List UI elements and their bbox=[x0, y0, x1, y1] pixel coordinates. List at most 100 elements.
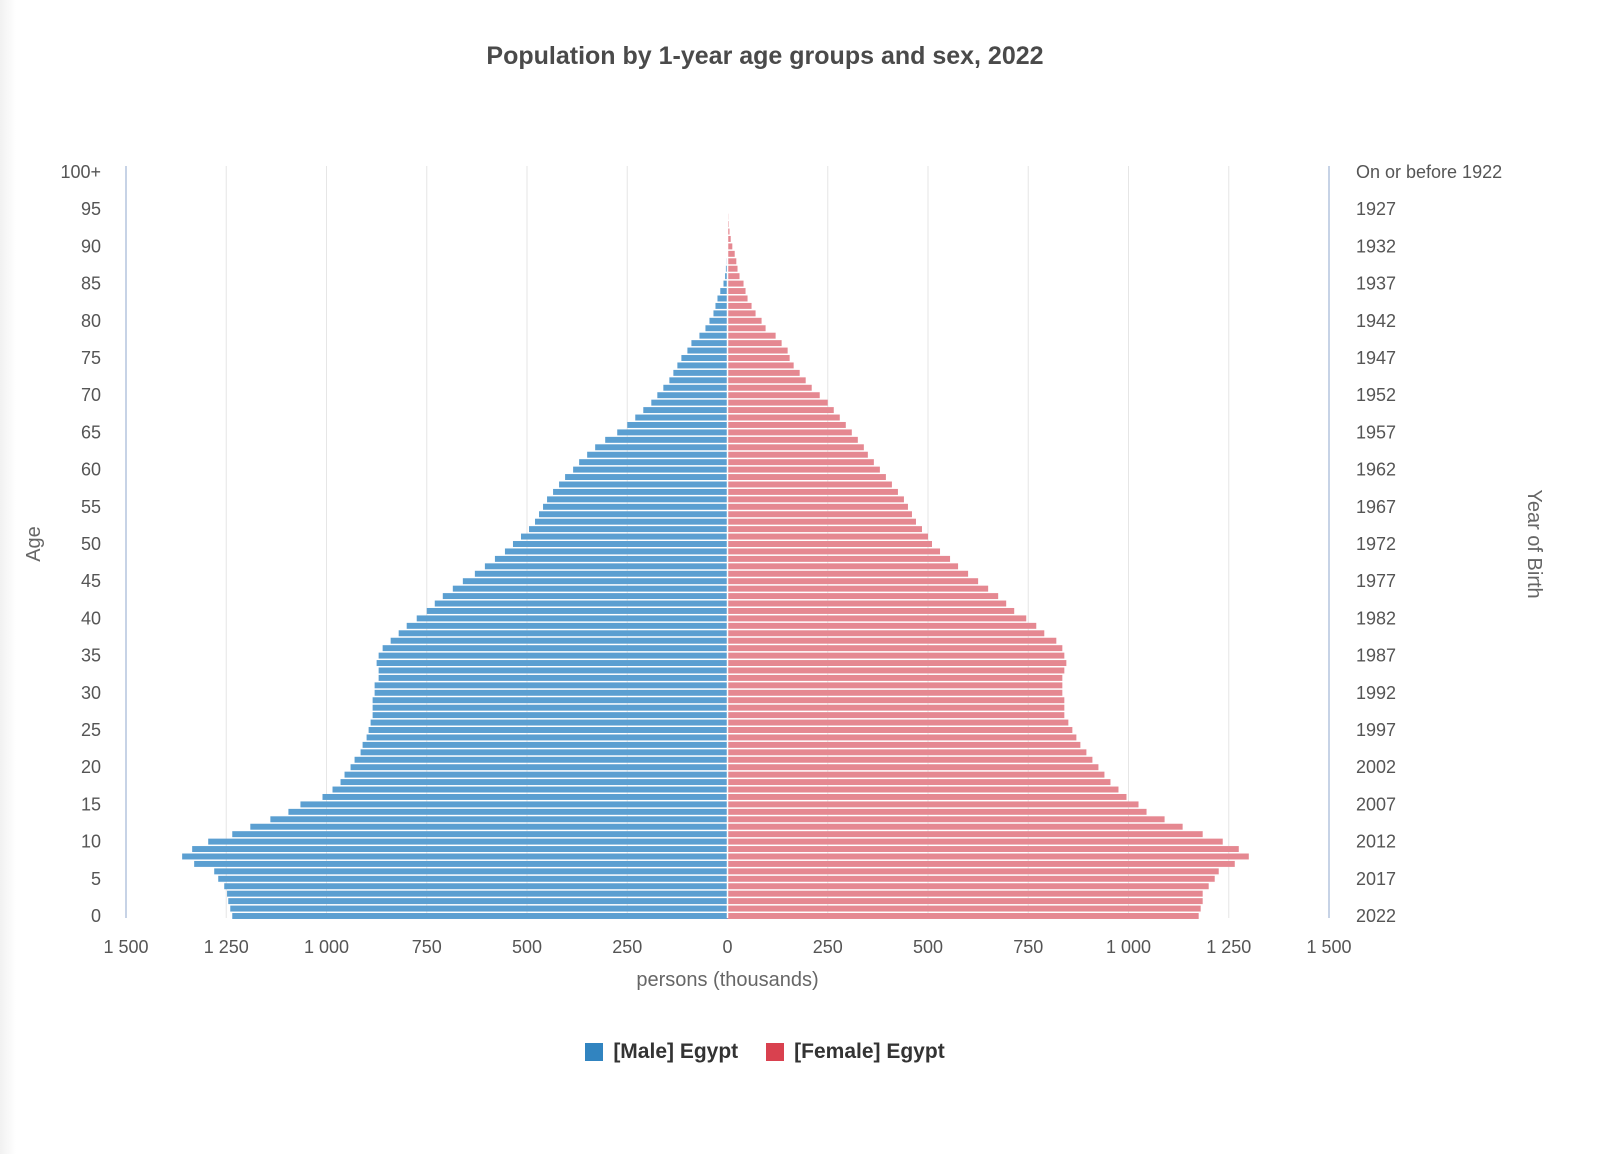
age-tick-label: 65 bbox=[81, 422, 101, 442]
female-bar-age-86 bbox=[727, 273, 740, 280]
female-bar-age-20 bbox=[727, 764, 1099, 771]
female-bar-age-34 bbox=[727, 660, 1067, 667]
male-bar-age-81 bbox=[713, 310, 728, 317]
female-bar-age-26 bbox=[727, 719, 1069, 726]
female-bar-age-83 bbox=[727, 295, 748, 302]
male-bar-age-66 bbox=[627, 421, 728, 428]
x-tick-label: 0 bbox=[722, 937, 732, 957]
female-bar-age-14 bbox=[727, 808, 1147, 815]
female-bar-age-89 bbox=[727, 250, 735, 257]
male-bar-age-10 bbox=[208, 838, 728, 845]
female-bar-age-90 bbox=[727, 243, 733, 250]
male-bar-age-70 bbox=[657, 392, 728, 399]
female-bar-age-13 bbox=[727, 816, 1165, 823]
female-bar-age-75 bbox=[727, 355, 790, 361]
male-bar-age-30 bbox=[374, 689, 728, 696]
female-bar-age-81 bbox=[727, 310, 756, 317]
female-bar-age-42 bbox=[727, 600, 1007, 607]
female-bar-age-88 bbox=[727, 258, 737, 265]
female-bar-age-28 bbox=[727, 704, 1065, 711]
age-tick-label: 10 bbox=[81, 832, 101, 852]
age-tick-label: 35 bbox=[81, 646, 101, 666]
female-bar-age-47 bbox=[727, 563, 959, 570]
female-bar-age-59 bbox=[727, 474, 886, 481]
male-bar-age-44 bbox=[452, 585, 728, 592]
male-bar-age-4 bbox=[224, 883, 728, 890]
age-tick-label: 55 bbox=[81, 497, 101, 517]
female-bar-age-39 bbox=[727, 622, 1037, 629]
female-bar-age-61 bbox=[727, 459, 874, 466]
female-bar-age-49 bbox=[727, 548, 941, 555]
female-bar-age-68 bbox=[727, 407, 834, 414]
male-bar-age-60 bbox=[573, 466, 728, 473]
female-bar-age-7 bbox=[727, 860, 1235, 867]
x-tick-label: 250 bbox=[813, 937, 843, 957]
male-bar-age-34 bbox=[376, 660, 728, 667]
male-bar-age-2 bbox=[228, 898, 728, 905]
female-bar-age-57 bbox=[727, 488, 898, 495]
female-bar-age-56 bbox=[727, 496, 904, 503]
male-bar-age-58 bbox=[559, 481, 728, 488]
x-tick-label: 250 bbox=[612, 937, 642, 957]
female-bar-age-53 bbox=[727, 518, 916, 525]
male-bar-age-23 bbox=[362, 741, 728, 748]
year-tick-label: 1982 bbox=[1356, 608, 1396, 628]
legend-swatch-male bbox=[585, 1043, 604, 1061]
male-bar-age-45 bbox=[462, 578, 728, 585]
year-tick-label: 1937 bbox=[1356, 274, 1396, 294]
female-bar-age-63 bbox=[727, 444, 864, 451]
male-bar-age-1 bbox=[230, 905, 728, 912]
year-tick-label: 1962 bbox=[1356, 460, 1396, 480]
legend-item-male[interactable]: [Male] Egypt bbox=[585, 1040, 738, 1064]
female-bar-age-65 bbox=[727, 429, 852, 436]
male-bar-age-29 bbox=[372, 697, 728, 704]
male-bar-age-74 bbox=[677, 362, 728, 369]
y-axis-title: Age bbox=[23, 526, 45, 562]
legend-item-female[interactable]: [Female] Egypt bbox=[766, 1040, 945, 1064]
male-bar-age-55 bbox=[543, 503, 728, 510]
female-bar-age-19 bbox=[727, 771, 1105, 778]
female-bar-age-25 bbox=[727, 727, 1073, 733]
female-bar-age-41 bbox=[727, 607, 1015, 614]
female-bar-age-74 bbox=[727, 362, 794, 369]
female-bar-age-80 bbox=[727, 317, 762, 324]
male-bar-age-40 bbox=[416, 615, 728, 622]
male-bar-age-8 bbox=[182, 853, 728, 860]
year-tick-label: 2012 bbox=[1356, 832, 1396, 852]
female-bar-age-10 bbox=[727, 838, 1223, 845]
y-axis-title-right: Year of Birth bbox=[1523, 489, 1545, 598]
male-bar-age-57 bbox=[553, 488, 728, 495]
male-bar-age-51 bbox=[520, 533, 728, 540]
age-tick-label: 30 bbox=[81, 683, 101, 703]
female-bar-age-3 bbox=[727, 890, 1203, 897]
age-tick-label: 5 bbox=[91, 869, 101, 889]
x-tick-label: 1 500 bbox=[1306, 937, 1351, 957]
male-bar-age-62 bbox=[587, 451, 728, 458]
chart-title: Population by 1-year age groups and sex,… bbox=[486, 42, 1044, 70]
year-tick-label: 2007 bbox=[1356, 794, 1396, 814]
female-bar-age-77 bbox=[727, 340, 782, 347]
female-bar-age-64 bbox=[727, 436, 858, 443]
female-bar-age-52 bbox=[727, 526, 922, 533]
male-bar-age-50 bbox=[512, 541, 728, 547]
female-bar-age-92 bbox=[727, 228, 730, 235]
legend-label-female: [Female] Egypt bbox=[794, 1040, 945, 1063]
male-bar-age-33 bbox=[378, 667, 728, 674]
female-bar-age-78 bbox=[727, 332, 776, 339]
age-tick-label: 40 bbox=[81, 608, 101, 628]
male-bar-age-41 bbox=[426, 607, 728, 614]
x-tick-label: 500 bbox=[913, 937, 943, 957]
female-bar-age-48 bbox=[727, 555, 951, 562]
male-bar-age-24 bbox=[366, 734, 728, 741]
male-bar-age-80 bbox=[709, 317, 728, 324]
female-bar-age-11 bbox=[727, 831, 1203, 838]
male-bar-age-9 bbox=[192, 846, 728, 853]
female-bar-age-36 bbox=[727, 645, 1063, 652]
female-bar-age-17 bbox=[727, 786, 1119, 793]
female-bar-age-33 bbox=[727, 667, 1065, 674]
female-bar-age-84 bbox=[727, 288, 746, 295]
year-tick-label: 1957 bbox=[1356, 422, 1396, 442]
male-bar-age-36 bbox=[382, 645, 728, 652]
